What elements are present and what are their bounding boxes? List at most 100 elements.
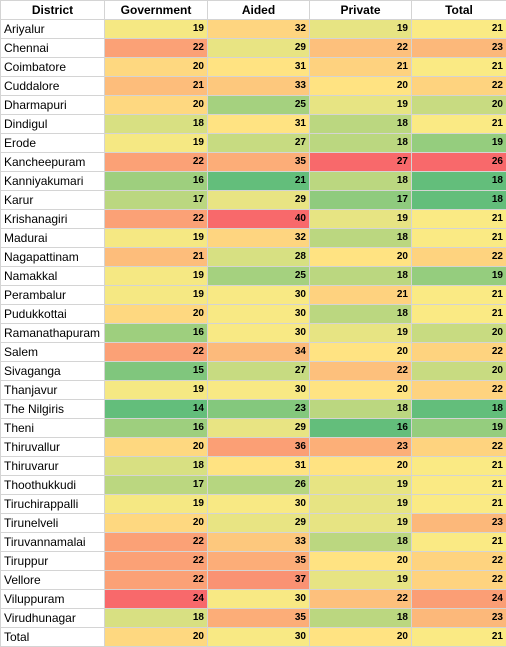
heatmap-cell-government: 21 — [105, 248, 208, 267]
district-label: Ariyalur — [1, 20, 105, 39]
heatmap-cell-government: 14 — [105, 400, 208, 419]
district-label: The Nilgiris — [1, 400, 105, 419]
heatmap-cell-total: 21 — [412, 628, 506, 647]
heatmap-cell-government: 16 — [105, 324, 208, 343]
district-label: Thiruvarur — [1, 457, 105, 476]
heatmap-cell-private: 20 — [310, 628, 412, 647]
heatmap-cell-total: 21 — [412, 115, 506, 134]
heatmap-cell-government: 22 — [105, 210, 208, 229]
heatmap-cell-government: 17 — [105, 476, 208, 495]
heatmap-cell-private: 23 — [310, 438, 412, 457]
heatmap-cell-private: 17 — [310, 191, 412, 210]
heatmap-cell-private: 22 — [310, 362, 412, 381]
heatmap-cell-private: 19 — [310, 210, 412, 229]
heatmap-cell-total: 21 — [412, 495, 506, 514]
heatmap-cell-government: 20 — [105, 305, 208, 324]
heatmap-cell-government: 22 — [105, 571, 208, 590]
heatmap-cell-government: 20 — [105, 438, 208, 457]
heatmap-cell-private: 18 — [310, 609, 412, 628]
heatmap-cell-total: 21 — [412, 286, 506, 305]
heatmap-cell-government: 22 — [105, 39, 208, 58]
district-label: Kanniyakumari — [1, 172, 105, 191]
heatmap-cell-aided: 32 — [208, 20, 310, 39]
heatmap-cell-total: 21 — [412, 210, 506, 229]
heatmap-cell-aided: 31 — [208, 58, 310, 77]
district-label: Tiruvannamalai — [1, 533, 105, 552]
heatmap-cell-aided: 37 — [208, 571, 310, 590]
district-label: Sivaganga — [1, 362, 105, 381]
heatmap-cell-private: 19 — [310, 495, 412, 514]
heatmap-cell-aided: 35 — [208, 552, 310, 571]
heatmap-cell-government: 19 — [105, 20, 208, 39]
heatmap-cell-aided: 36 — [208, 438, 310, 457]
heatmap-cell-total: 21 — [412, 305, 506, 324]
heatmap-cell-private: 18 — [310, 400, 412, 419]
heatmap-cell-aided: 27 — [208, 134, 310, 153]
district-label: Virudhunagar — [1, 609, 105, 628]
heatmap-cell-total: 19 — [412, 419, 506, 438]
heatmap-cell-aided: 33 — [208, 77, 310, 96]
district-label: Dharmapuri — [1, 96, 105, 115]
heatmap-cell-total: 18 — [412, 172, 506, 191]
heatmap-cell-total: 26 — [412, 153, 506, 172]
heatmap-cell-aided: 29 — [208, 514, 310, 533]
heatmap-cell-total: 21 — [412, 533, 506, 552]
heatmap-cell-private: 20 — [310, 77, 412, 96]
district-label: Thoothukkudi — [1, 476, 105, 495]
heatmap-cell-aided: 30 — [208, 590, 310, 609]
heatmap-cell-aided: 30 — [208, 305, 310, 324]
heatmap-cell-government: 19 — [105, 495, 208, 514]
heatmap-cell-private: 19 — [310, 571, 412, 590]
heatmap-cell-total: 22 — [412, 571, 506, 590]
district-label: Ramanathapuram — [1, 324, 105, 343]
heatmap-cell-government: 20 — [105, 514, 208, 533]
heatmap-cell-private: 19 — [310, 96, 412, 115]
heatmap-cell-aided: 27 — [208, 362, 310, 381]
heatmap-cell-aided: 30 — [208, 628, 310, 647]
heatmap-cell-total: 21 — [412, 20, 506, 39]
district-label: Dindigul — [1, 115, 105, 134]
heatmap-cell-aided: 26 — [208, 476, 310, 495]
district-label: Thanjavur — [1, 381, 105, 400]
heatmap-cell-aided: 31 — [208, 457, 310, 476]
heatmap-cell-total: 21 — [412, 58, 506, 77]
heatmap-cell-government: 22 — [105, 343, 208, 362]
heatmap-cell-aided: 32 — [208, 229, 310, 248]
district-label: Perambalur — [1, 286, 105, 305]
district-label: Karur — [1, 191, 105, 210]
heatmap-cell-private: 22 — [310, 39, 412, 58]
heatmap-cell-government: 22 — [105, 533, 208, 552]
heatmap-cell-government: 19 — [105, 286, 208, 305]
district-label: Thiruvallur — [1, 438, 105, 457]
heatmap-cell-total: 21 — [412, 229, 506, 248]
heatmap-cell-total: 20 — [412, 324, 506, 343]
heatmap-cell-private: 20 — [310, 381, 412, 400]
heatmap-cell-total: 23 — [412, 514, 506, 533]
district-label: Total — [1, 628, 105, 647]
heatmap-cell-private: 27 — [310, 153, 412, 172]
district-label: Erode — [1, 134, 105, 153]
district-label: Tirunelveli — [1, 514, 105, 533]
heatmap-cell-private: 20 — [310, 248, 412, 267]
heatmap-cell-private: 18 — [310, 533, 412, 552]
heatmap-cell-government: 19 — [105, 381, 208, 400]
heatmap-cell-government: 22 — [105, 153, 208, 172]
district-label: Cuddalore — [1, 77, 105, 96]
heatmap-cell-private: 19 — [310, 20, 412, 39]
district-label: Salem — [1, 343, 105, 362]
